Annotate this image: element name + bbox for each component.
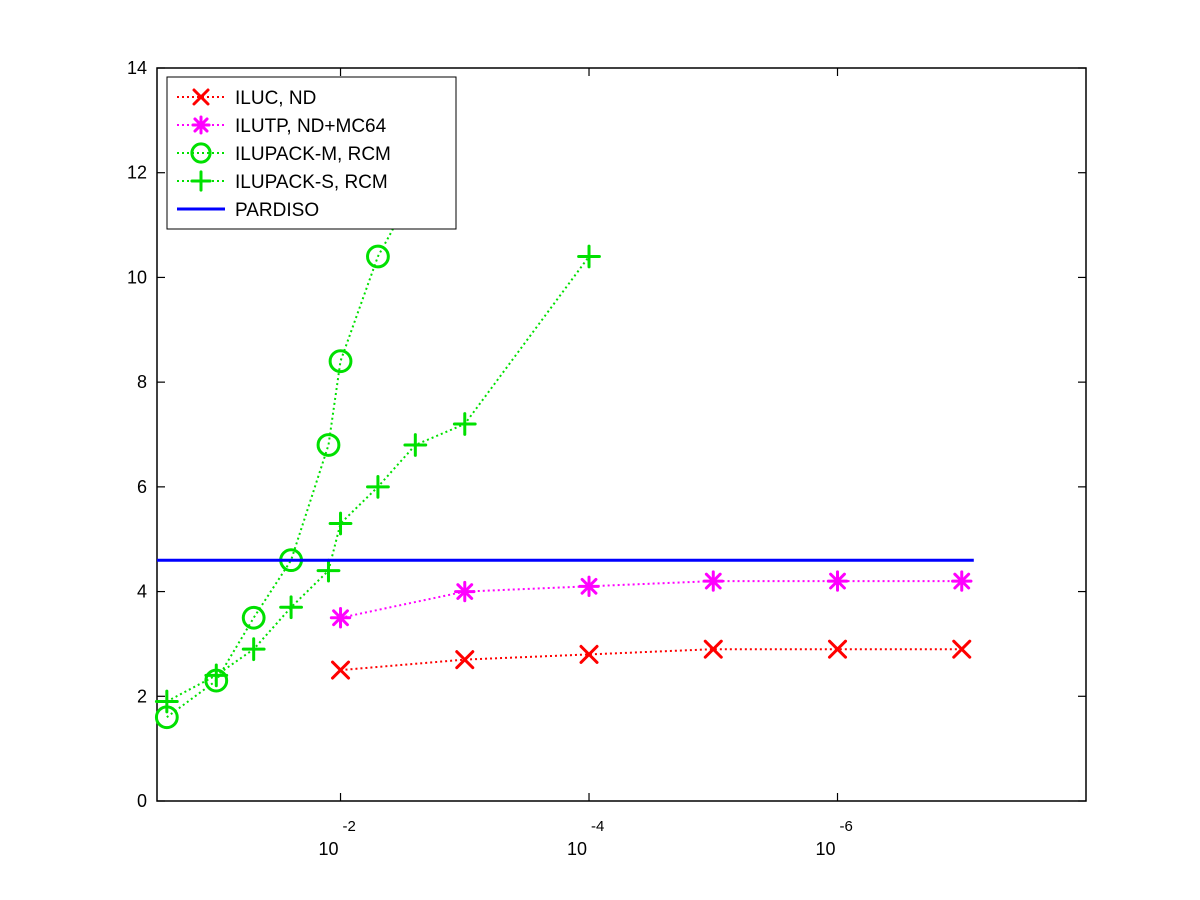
data-point — [154, 689, 179, 714]
data-point — [829, 572, 846, 590]
y-tick-label: 8 — [137, 372, 147, 392]
legend-marker — [190, 170, 212, 192]
data-point — [328, 511, 353, 536]
series-3 — [154, 244, 601, 714]
legend-marker — [191, 115, 211, 135]
data-point — [951, 570, 973, 592]
data-point — [204, 663, 229, 688]
data-point — [366, 244, 390, 269]
data-point — [241, 605, 266, 630]
series-0 — [331, 639, 972, 680]
data-point — [578, 575, 600, 598]
x-tick-label-base: 10 — [815, 839, 835, 859]
data-point — [316, 433, 341, 457]
legend-marker — [192, 88, 210, 106]
y-tick-label: 6 — [137, 477, 147, 497]
data-point — [454, 580, 476, 603]
legend-label: ILUPACK-S, RCM — [235, 172, 388, 193]
legend-entry: ILUPACK-M, RCM — [177, 142, 391, 165]
y-tick-label: 12 — [127, 163, 147, 183]
data-point — [703, 639, 723, 659]
x-tick-label-exponent: -4 — [591, 818, 604, 835]
x-tick-label-base: 10 — [567, 839, 587, 859]
legend-marker — [193, 117, 209, 133]
legend-label: ILUTP, ND+MC64 — [235, 116, 387, 137]
legend-label: PARDISO — [235, 200, 319, 221]
data-point — [241, 637, 266, 662]
x-tick-label-base: 10 — [318, 839, 338, 859]
data-point — [331, 660, 351, 680]
data-point — [279, 595, 303, 620]
data-point — [366, 474, 390, 499]
series-line — [340, 648, 962, 672]
legend-marker — [192, 88, 210, 106]
series-layer — [154, 176, 974, 730]
x-tick-label-exponent: -2 — [343, 818, 356, 835]
legend-entry: ILUC, ND — [177, 88, 316, 109]
y-tick-label: 10 — [127, 267, 147, 287]
legend-box — [166, 76, 457, 230]
legend-label: ILUC, ND — [235, 88, 316, 109]
series-2 — [154, 176, 428, 730]
data-point — [332, 609, 349, 627]
series-1 — [329, 570, 973, 629]
data-point — [952, 639, 972, 659]
legend-entries: ILUC, ND ILUTP, ND+MC64 ILUPACK-M, RCM ILUP… — [177, 88, 391, 221]
data-point — [329, 607, 352, 629]
legend-entry: ILUTP, ND+MC64 — [177, 115, 387, 137]
y-tick-label: 0 — [137, 791, 147, 811]
data-point — [403, 433, 428, 457]
y-tick-label: 2 — [137, 686, 147, 706]
data-point — [580, 577, 598, 595]
x-tick-label-exponent: -6 — [840, 818, 853, 835]
legend-entry: PARDISO — [177, 200, 319, 221]
data-point — [579, 644, 599, 664]
legend-label: ILUPACK-M, RCM — [235, 144, 391, 165]
data-point — [577, 244, 601, 269]
data-point — [328, 349, 353, 374]
data-point — [331, 660, 351, 680]
data-point — [579, 644, 599, 664]
data-point — [828, 639, 848, 659]
y-tick-label: 14 — [127, 58, 147, 78]
data-point — [952, 639, 972, 659]
series-line — [166, 187, 417, 719]
data-point — [828, 639, 848, 659]
data-point — [953, 572, 971, 590]
data-point — [455, 650, 475, 670]
y-tick-label: 4 — [137, 582, 147, 602]
legend-marker — [190, 142, 212, 164]
data-point — [456, 583, 474, 600]
data-point — [702, 570, 724, 592]
data-point — [826, 570, 849, 592]
data-point — [704, 572, 722, 590]
data-point — [703, 639, 723, 659]
data-point — [455, 650, 475, 670]
legend-entry: ILUPACK-S, RCM — [177, 170, 388, 193]
legend: ILUC, ND ILUTP, ND+MC64 ILUPACK-M, RCM ILUP… — [166, 76, 457, 230]
data-point — [316, 558, 341, 583]
series-line — [340, 580, 962, 619]
data-point — [452, 412, 477, 436]
